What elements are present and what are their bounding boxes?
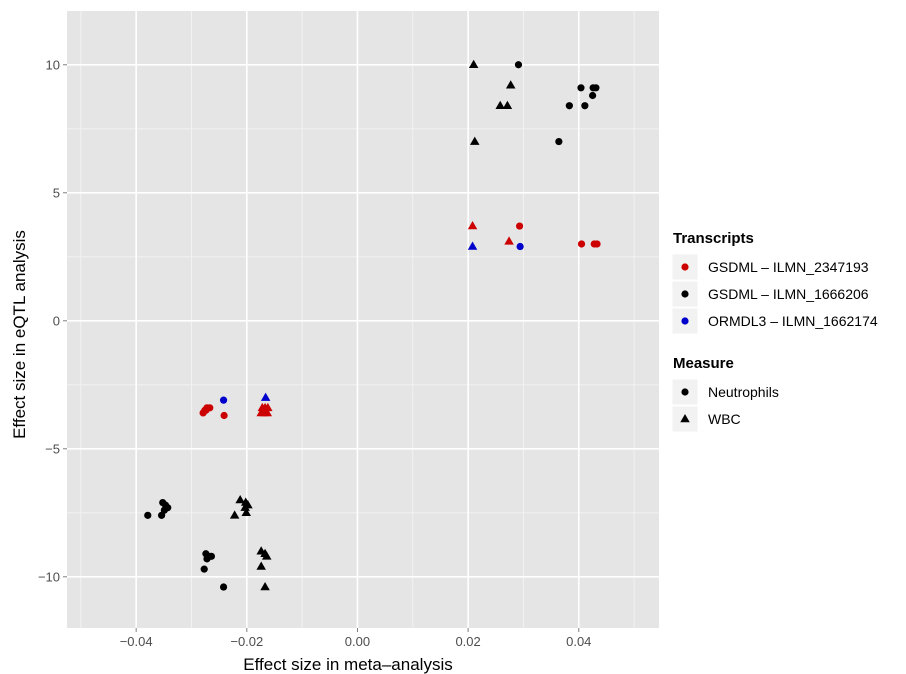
data-point-circle bbox=[565, 102, 573, 110]
data-point-triangle bbox=[504, 236, 514, 245]
data-point-triangle bbox=[261, 551, 272, 560]
legend-swatch bbox=[680, 414, 690, 423]
data-point-triangle bbox=[260, 392, 271, 401]
data-point-triangle bbox=[263, 402, 273, 412]
x-tick-label: 0.02 bbox=[455, 634, 480, 649]
y-tick-label: 5 bbox=[53, 185, 60, 200]
x-axis-title: Effect size in meta–analysis bbox=[243, 655, 452, 674]
data-point-triangle bbox=[235, 494, 245, 504]
data-point-circle bbox=[515, 222, 524, 230]
y-tick-label: 10 bbox=[46, 57, 60, 72]
legend-swatch bbox=[681, 263, 689, 271]
y-axis-title: Effect size in eQTL analysis bbox=[10, 230, 29, 439]
data-point-triangle bbox=[256, 561, 266, 570]
data-point-circle bbox=[220, 411, 228, 420]
y-axis: −10 −5 0 5 10 bbox=[38, 57, 67, 584]
legend: Transcripts GSDML – ILMN_2347193 GSDML – I… bbox=[671, 230, 878, 433]
x-tick-label: 0.00 bbox=[345, 634, 370, 649]
data-point-triangle bbox=[468, 59, 479, 69]
y-tick-label: −10 bbox=[38, 569, 60, 584]
data-point-circle bbox=[203, 555, 211, 563]
data-point-circle bbox=[555, 137, 563, 146]
major-gridlines bbox=[67, 11, 659, 628]
data-point-triangle bbox=[467, 241, 478, 250]
x-tick-label: 0.04 bbox=[566, 634, 591, 649]
y-tick-label: −5 bbox=[45, 441, 60, 456]
data-point-circle bbox=[199, 409, 207, 417]
data-point-circle bbox=[516, 242, 524, 251]
data-point-triangle bbox=[262, 407, 273, 417]
legend-swatch bbox=[681, 290, 689, 298]
x-axis: −0.04 −0.02 0.00 0.02 0.04 bbox=[120, 628, 591, 649]
y-tick-label: 0 bbox=[53, 313, 60, 328]
legend-title: Measure bbox=[673, 355, 734, 372]
data-point-circle bbox=[200, 565, 208, 573]
legend-label: Neutrophils bbox=[708, 384, 779, 400]
data-point-circle bbox=[589, 91, 597, 100]
x-tick-label: −0.02 bbox=[230, 634, 263, 649]
legend-label: WBC bbox=[708, 411, 741, 427]
data-point-circle bbox=[219, 583, 228, 591]
plot-panel bbox=[67, 11, 659, 628]
legend-key bbox=[671, 405, 699, 433]
legend-swatch bbox=[681, 317, 689, 325]
data-point-circle bbox=[158, 511, 166, 519]
data-point-circle bbox=[577, 240, 586, 248]
minor-gridlines bbox=[67, 11, 659, 628]
data-point-circle bbox=[144, 511, 152, 519]
legend-label: ORMDL3 – ILMN_1662174 bbox=[708, 313, 878, 329]
data-point-triangle bbox=[229, 510, 240, 519]
data-point-triangle bbox=[467, 221, 478, 230]
data-point-triangle bbox=[470, 136, 480, 145]
x-tick-label: −0.04 bbox=[120, 634, 153, 649]
data-point-circle bbox=[577, 84, 585, 92]
legend-label: GSDML – ILMN_2347193 bbox=[708, 259, 869, 275]
legend-swatch bbox=[681, 388, 689, 396]
data-point-circle bbox=[593, 240, 601, 248]
data-point-circle bbox=[219, 396, 228, 404]
data-point-triangle bbox=[240, 502, 250, 511]
data-point-triangle bbox=[260, 582, 270, 591]
data-point-triangle bbox=[495, 100, 505, 109]
data-point-circle bbox=[514, 61, 523, 69]
data-point-circle bbox=[592, 84, 600, 92]
data-points bbox=[144, 59, 601, 591]
data-point-circle bbox=[581, 102, 589, 110]
data-point-triangle bbox=[502, 100, 513, 109]
data-point-triangle bbox=[505, 80, 516, 89]
legend-title: Transcripts bbox=[673, 230, 754, 247]
legend-label: GSDML – ILMN_1666206 bbox=[708, 286, 869, 302]
data-point-triangle bbox=[241, 507, 252, 517]
